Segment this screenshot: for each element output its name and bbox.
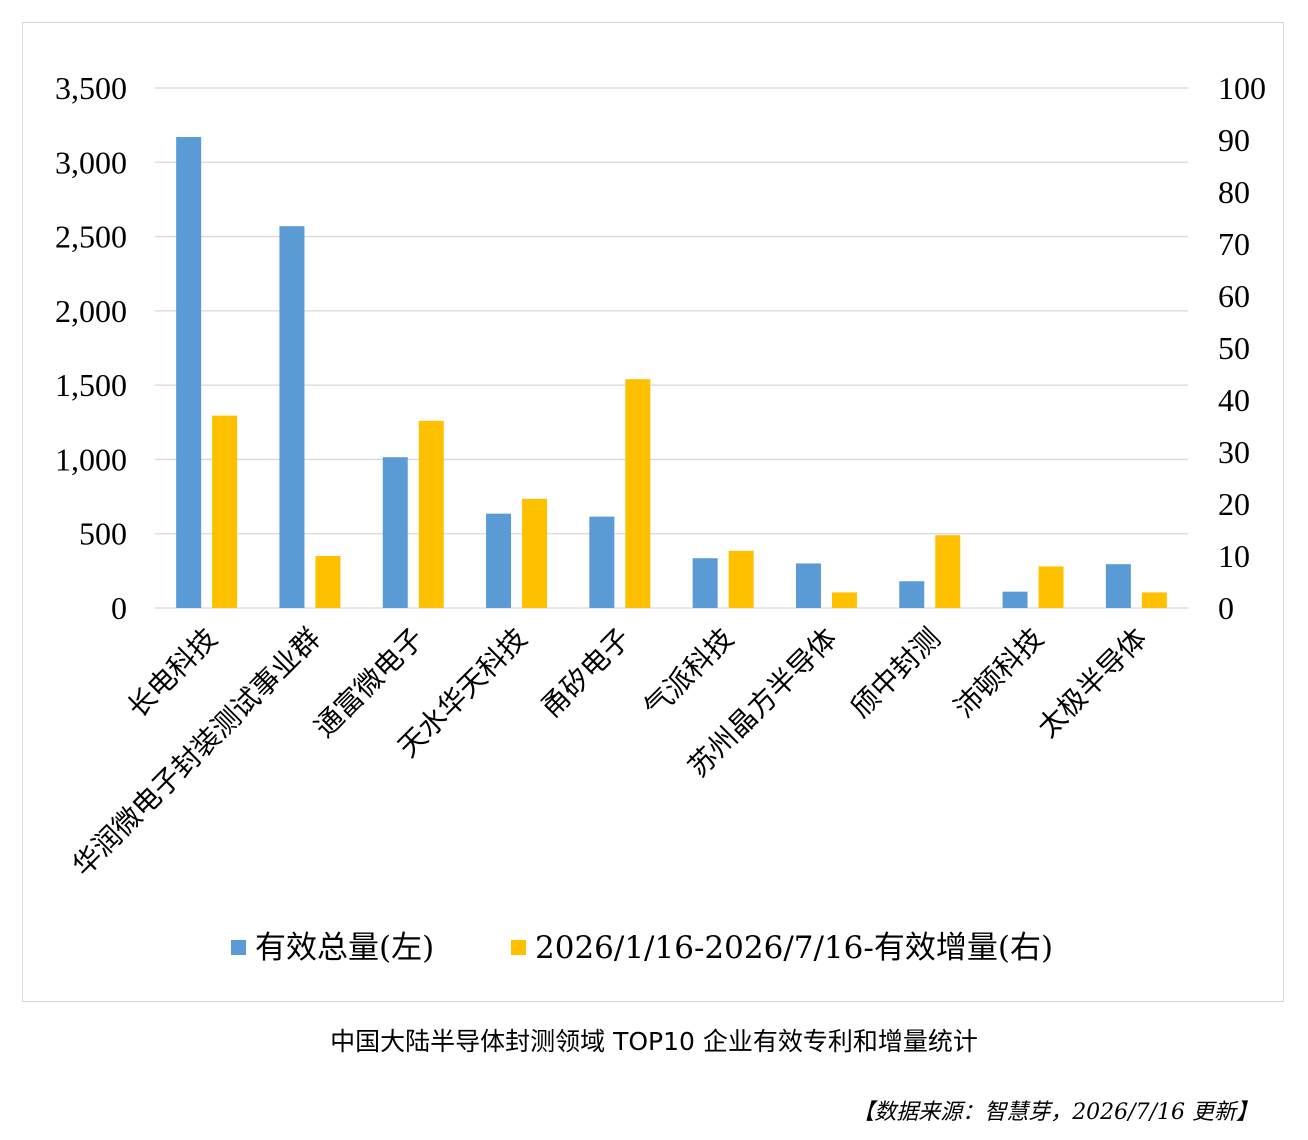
bar-increment-6 <box>831 592 857 608</box>
bar-total-1 <box>279 226 305 608</box>
right-tick-label: 10 <box>1218 538 1250 574</box>
right-tick-label: 20 <box>1218 486 1250 522</box>
legend: 有效总量(左) 2026/1/16-2026/7/16-有效增量(右) <box>231 930 1053 966</box>
category-label: 长电科技 <box>121 622 224 725</box>
bar-increment-8 <box>1038 566 1064 608</box>
bar-increment-0 <box>212 415 238 608</box>
right-tick-label: 60 <box>1218 278 1250 314</box>
right-tick-label: 40 <box>1218 382 1250 418</box>
bar-increment-7 <box>935 535 961 608</box>
left-tick-label: 2,500 <box>55 219 127 255</box>
bar-total-6 <box>795 563 821 608</box>
legend-swatch-total <box>231 940 246 955</box>
bar-total-5 <box>692 558 718 608</box>
left-tick-label: 500 <box>79 516 127 552</box>
data-source-note: 【数据来源：智慧芽，2026/7/16 更新】 <box>852 1100 1258 1125</box>
left-tick-label: 2,000 <box>55 293 127 329</box>
chart-caption: 中国大陆半导体封测领域 TOP10 企业有效专利和增量统计 <box>330 1027 978 1056</box>
bar-increment-2 <box>418 420 444 608</box>
right-tick-label: 0 <box>1218 590 1234 626</box>
right-axis-ticks: 0 10 20 30 40 50 60 70 80 90 100 <box>1218 70 1266 626</box>
left-tick-label: 3,000 <box>55 144 127 180</box>
left-tick-label: 1,000 <box>55 441 127 477</box>
bar-increment-5 <box>728 550 754 608</box>
right-tick-label: 90 <box>1218 122 1250 158</box>
bar-total-2 <box>382 457 408 608</box>
bar-total-0 <box>176 137 202 608</box>
category-label: 气派科技 <box>638 622 741 725</box>
left-tick-label: 0 <box>111 590 127 626</box>
left-tick-label: 1,500 <box>55 367 127 403</box>
category-label: 甬矽电子 <box>534 622 637 725</box>
chart: 0 500 1,000 1,500 2,000 2,500 3,000 3,500 0 10 20… <box>55 70 1266 966</box>
gridlines <box>155 87 1188 609</box>
left-axis-ticks: 0 500 1,000 1,500 2,000 2,500 3,000 3,500 <box>55 70 127 626</box>
bar-total-8 <box>1002 591 1028 608</box>
legend-label-increment: 2026/1/16-2026/7/16-有效增量(右) <box>535 930 1053 966</box>
left-tick-label: 3,500 <box>55 70 127 106</box>
bar-total-7 <box>899 581 925 608</box>
right-tick-label: 100 <box>1218 70 1266 106</box>
bar-increment-1 <box>315 556 341 608</box>
chart-frame: 0 500 1,000 1,500 2,000 2,500 3,000 3,500 0 10 20… <box>22 22 1284 1002</box>
legend-swatch-increment <box>511 940 526 955</box>
legend-label-total: 有效总量(左) <box>255 930 434 966</box>
category-label: 太极半导体 <box>1031 622 1153 744</box>
right-tick-label: 80 <box>1218 174 1250 210</box>
bar-total-3 <box>486 513 512 608</box>
bar-increment-4 <box>625 379 651 608</box>
category-label: 颀中封测 <box>844 622 947 725</box>
bar-total-4 <box>589 516 615 608</box>
bar-increment-3 <box>522 498 548 608</box>
bar-increment-9 <box>1141 592 1167 608</box>
right-tick-label: 30 <box>1218 434 1250 470</box>
right-tick-label: 50 <box>1218 330 1250 366</box>
bars <box>176 137 1167 608</box>
right-tick-label: 70 <box>1218 226 1250 262</box>
category-label: 沛顿科技 <box>947 622 1050 725</box>
bar-total-9 <box>1105 564 1131 608</box>
